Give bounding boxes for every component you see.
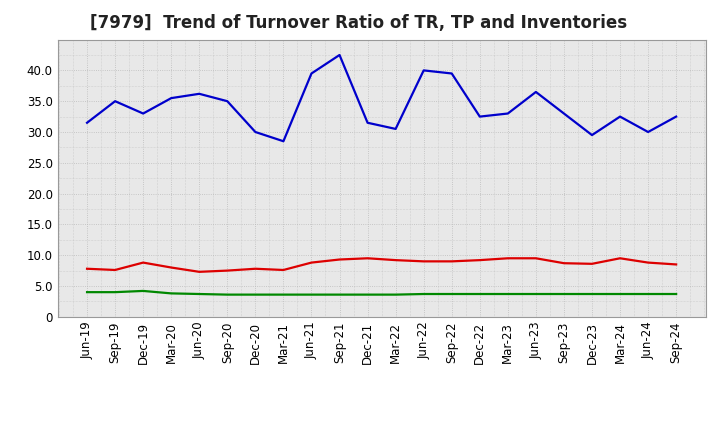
- Trade Payables: [672, 114, 680, 119]
- Trade Receivables: [503, 256, 512, 261]
- Trade Payables: [588, 132, 596, 138]
- Inventories: [475, 291, 484, 297]
- Inventories: [279, 292, 288, 297]
- Trade Receivables: [364, 256, 372, 261]
- Trade Payables: [307, 71, 316, 76]
- Inventories: [167, 291, 176, 296]
- Inventories: [307, 292, 316, 297]
- Inventories: [364, 292, 372, 297]
- Inventories: [223, 292, 232, 297]
- Trade Payables: [644, 129, 652, 135]
- Trade Payables: [475, 114, 484, 119]
- Line: Trade Receivables: Trade Receivables: [87, 258, 676, 272]
- Trade Receivables: [139, 260, 148, 265]
- Trade Payables: [419, 68, 428, 73]
- Trade Receivables: [616, 256, 624, 261]
- Trade Receivables: [83, 266, 91, 271]
- Trade Receivables: [195, 269, 204, 275]
- Inventories: [419, 291, 428, 297]
- Trade Receivables: [223, 268, 232, 273]
- Trade Receivables: [588, 261, 596, 267]
- Trade Payables: [616, 114, 624, 119]
- Trade Receivables: [307, 260, 316, 265]
- Inventories: [251, 292, 260, 297]
- Inventories: [195, 291, 204, 297]
- Trade Payables: [223, 99, 232, 104]
- Trade Receivables: [279, 268, 288, 273]
- Trade Payables: [447, 71, 456, 76]
- Inventories: [139, 288, 148, 293]
- Trade Payables: [559, 111, 568, 116]
- Trade Payables: [195, 91, 204, 96]
- Trade Payables: [251, 129, 260, 135]
- Trade Receivables: [447, 259, 456, 264]
- Trade Receivables: [111, 268, 120, 273]
- Inventories: [672, 291, 680, 297]
- Trade Receivables: [336, 257, 344, 262]
- Inventories: [83, 290, 91, 295]
- Trade Payables: [336, 52, 344, 58]
- Trade Receivables: [419, 259, 428, 264]
- Trade Receivables: [475, 257, 484, 263]
- Trade Receivables: [644, 260, 652, 265]
- Trade Payables: [364, 120, 372, 125]
- Trade Receivables: [672, 262, 680, 267]
- Inventories: [559, 291, 568, 297]
- Inventories: [503, 291, 512, 297]
- Trade Receivables: [391, 257, 400, 263]
- Inventories: [616, 291, 624, 297]
- Trade Receivables: [167, 265, 176, 270]
- Trade Payables: [503, 111, 512, 116]
- Text: [7979]  Trend of Turnover Ratio of TR, TP and Inventories: [7979] Trend of Turnover Ratio of TR, TP…: [90, 15, 627, 33]
- Trade Payables: [83, 120, 91, 125]
- Trade Payables: [139, 111, 148, 116]
- Line: Trade Payables: Trade Payables: [87, 55, 676, 141]
- Inventories: [391, 292, 400, 297]
- Inventories: [111, 290, 120, 295]
- Inventories: [531, 291, 540, 297]
- Trade Payables: [111, 99, 120, 104]
- Inventories: [588, 291, 596, 297]
- Inventories: [644, 291, 652, 297]
- Inventories: [447, 291, 456, 297]
- Trade Receivables: [559, 260, 568, 266]
- Trade Payables: [279, 139, 288, 144]
- Inventories: [336, 292, 344, 297]
- Trade Payables: [531, 89, 540, 95]
- Trade Receivables: [251, 266, 260, 271]
- Trade Payables: [167, 95, 176, 101]
- Line: Inventories: Inventories: [87, 291, 676, 295]
- Trade Receivables: [531, 256, 540, 261]
- Trade Payables: [391, 126, 400, 132]
